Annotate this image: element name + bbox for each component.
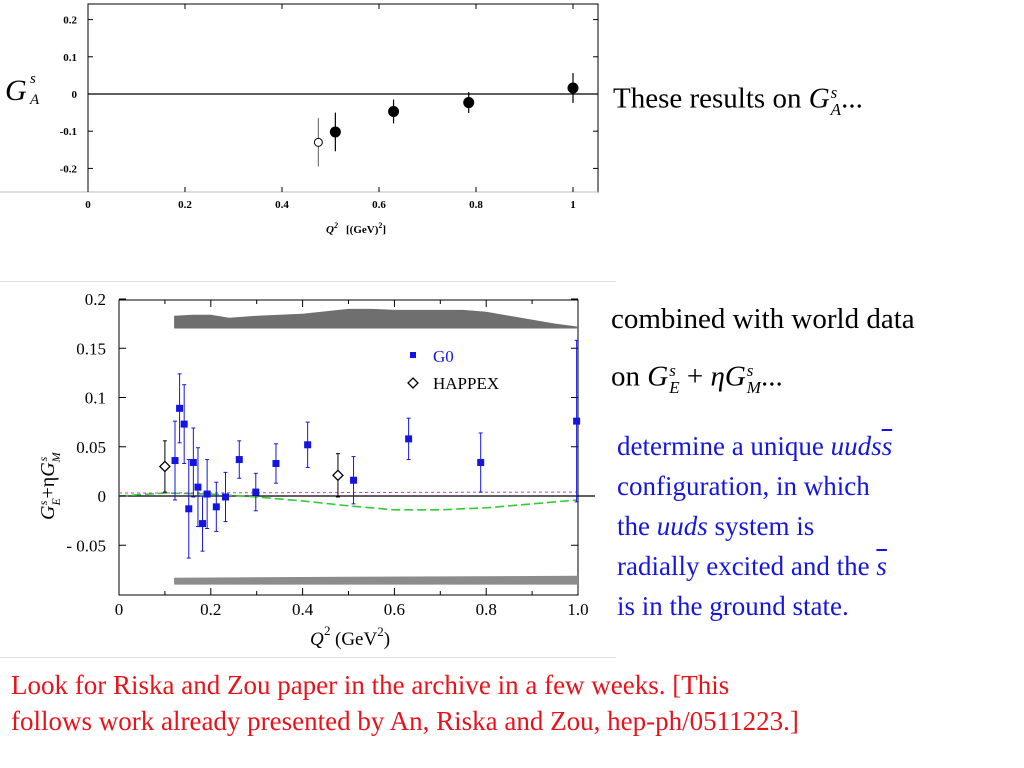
g0-data-point xyxy=(477,459,485,467)
y-tick-label: 0.1 xyxy=(85,389,106,408)
x-tick-label: 0.8 xyxy=(469,199,483,211)
happex-data-point xyxy=(332,469,344,482)
legend-happex-marker xyxy=(407,377,419,389)
g0-data-point xyxy=(235,456,243,464)
data-point-open xyxy=(313,137,323,147)
x-tick-label: 0.4 xyxy=(275,199,289,211)
g0-data-point xyxy=(272,459,280,467)
y-tick-label: 0.05 xyxy=(76,438,106,457)
blue-line-5: is in the ground state. xyxy=(617,591,849,621)
g0-data-point xyxy=(221,493,229,501)
combined-text: combined with world data xyxy=(611,303,915,335)
x-tick-label: 0.6 xyxy=(384,600,405,619)
legend-happex-label: HAPPEX xyxy=(433,374,499,393)
y-axis-label: G s A xyxy=(5,71,40,108)
svg-text:A: A xyxy=(29,92,40,108)
g0-data-point xyxy=(171,457,179,465)
separator-line xyxy=(0,657,616,658)
plot-frame xyxy=(118,299,579,596)
g0-data-point xyxy=(212,503,220,511)
svg-text:2: 2 xyxy=(324,623,331,638)
y-tick-label: 0.1 xyxy=(63,52,77,64)
svg-text:s: s xyxy=(30,71,36,87)
svg-text:Q: Q xyxy=(310,629,324,650)
x-tick-label: 0 xyxy=(85,199,91,211)
g0-data-point xyxy=(189,459,197,467)
y-axis-label: GEs+ηGMs xyxy=(36,451,63,520)
legend: G0 HAPPEX xyxy=(407,347,499,393)
footnote-line-2: follows work already presented by An, Ri… xyxy=(11,706,799,736)
data-point xyxy=(388,105,400,117)
y-tick-label: - 0.05 xyxy=(66,536,106,555)
y-tick-label: -0.2 xyxy=(60,163,78,175)
svg-text:(GeV2): (GeV2) xyxy=(335,624,390,650)
blue-line-4: radially excited and the s xyxy=(617,551,887,581)
data-point xyxy=(329,126,341,138)
blue-paragraph: determine a unique uudss configuration, … xyxy=(617,426,1017,626)
ge-gm-chart: 0 0.2 0.4 0.6 0.8 1.0 0.2 0.15 0.1 0.05 0 - 0.05 G0… xyxy=(36,290,595,650)
theory-curve-green xyxy=(118,492,579,511)
x-axis-label: Q 2 (GeV2) xyxy=(310,623,390,650)
y-tick-label: 0.2 xyxy=(85,290,106,309)
x-axis-label: Q2 [(GeV)2] xyxy=(326,221,386,236)
x-tick-label: 0 xyxy=(115,600,124,619)
g0-data-point xyxy=(199,520,207,528)
ga-chart: 0 0.2 0.4 0.6 0.8 1 0.2 0.1 0 -0.1 -0.2 Q2 [(GeV)2… xyxy=(0,3,599,236)
g0-data-point xyxy=(185,505,193,513)
svg-text:G: G xyxy=(5,74,27,107)
error-band-top xyxy=(174,308,578,329)
g0-data-point xyxy=(304,441,312,449)
g0-data-point xyxy=(405,435,413,443)
g0-data-point xyxy=(252,488,260,496)
x-tick-label: 1 xyxy=(570,199,576,211)
data-point xyxy=(463,97,475,109)
legend-g0-marker xyxy=(410,352,416,358)
svg-text:Q2: Q2 xyxy=(326,221,338,236)
g0-data-point xyxy=(573,417,581,425)
y-tick-label: 0 xyxy=(72,89,78,101)
x-tick-label: 0.2 xyxy=(178,199,192,211)
g0-data-point xyxy=(176,404,184,412)
svg-text:GEs+ηGMs: GEs+ηGMs xyxy=(36,451,63,520)
separator-line xyxy=(0,281,616,282)
data-point xyxy=(567,82,579,94)
blue-line-2: configuration, in which xyxy=(617,471,870,501)
footnote: Look for Riska and Zou paper in the arch… xyxy=(11,667,1021,739)
legend-g0-label: G0 xyxy=(433,347,454,366)
error-band-bottom xyxy=(174,575,578,585)
svg-text:[(GeV)2]: [(GeV)2] xyxy=(346,221,386,236)
y-tick-label: -0.1 xyxy=(60,126,77,138)
y-tick-label: 0.2 xyxy=(63,15,77,27)
plot-frame xyxy=(87,3,599,193)
x-tick-label: 0.4 xyxy=(292,600,314,619)
y-tick-label: 0 xyxy=(98,487,107,506)
y-tick-label: 0.15 xyxy=(76,339,106,358)
happex-data-point xyxy=(158,460,171,473)
x-tick-label: 0.6 xyxy=(372,199,386,211)
footnote-line-1: Look for Riska and Zou paper in the arch… xyxy=(11,670,730,700)
x-tick-label: 1.0 xyxy=(567,600,588,619)
g0-data-point xyxy=(194,483,202,491)
blue-line-3: the uuds system is xyxy=(617,511,815,541)
g0-data-point xyxy=(180,420,188,428)
g0-data-point xyxy=(203,490,211,498)
g0-data-point xyxy=(350,476,358,484)
theory-curve-magenta xyxy=(118,491,579,494)
blue-line-1: determine a unique uudss xyxy=(617,431,893,461)
x-tick-label: 0.2 xyxy=(200,600,221,619)
x-tick-label: 0.8 xyxy=(476,600,497,619)
